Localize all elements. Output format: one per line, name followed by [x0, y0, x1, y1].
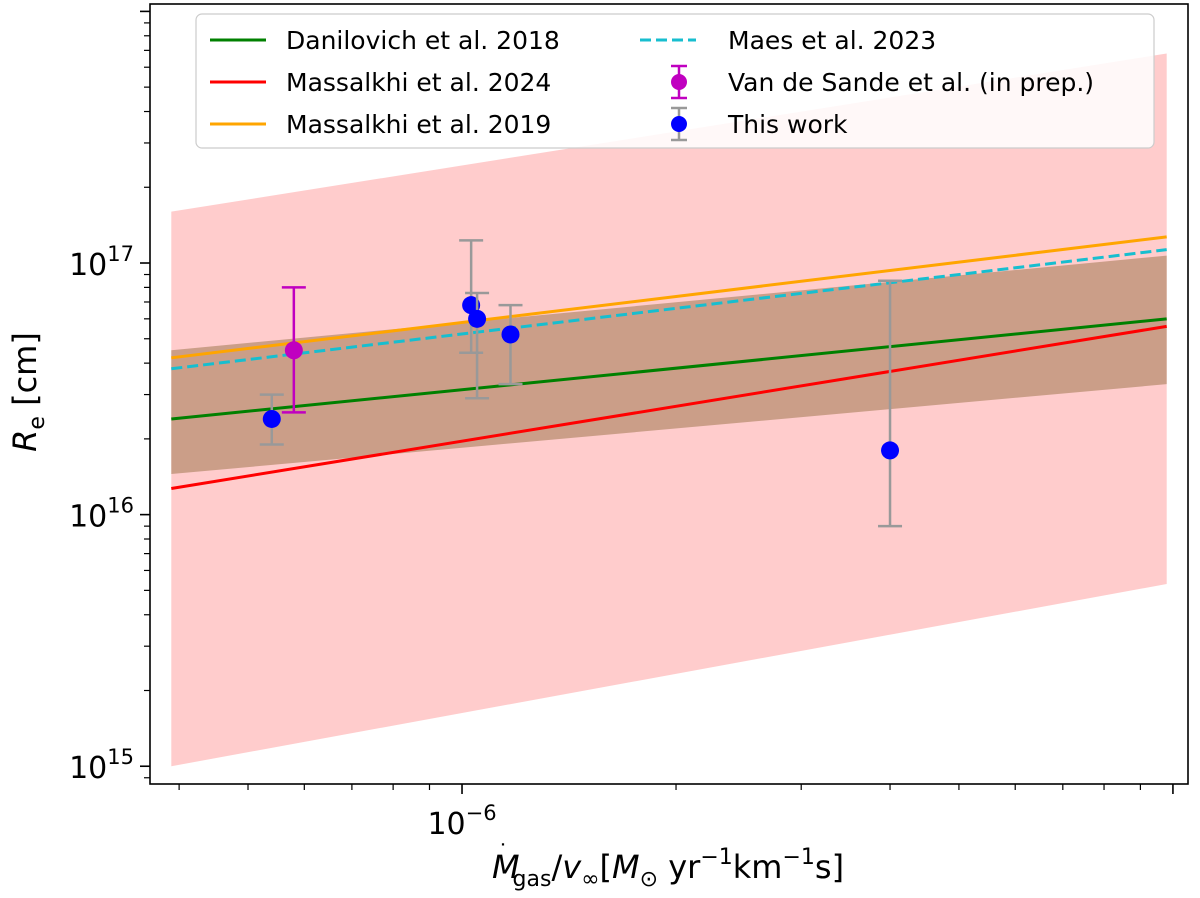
data-point-0-0: [284, 341, 303, 360]
series-lines: [171, 235, 1167, 490]
y-tick-label: 1015: [69, 745, 134, 786]
data-point-1-1: [462, 296, 481, 315]
data-point-1-3: [501, 325, 520, 344]
legend-label-5: This work: [727, 110, 848, 139]
data-point-1-2: [468, 309, 487, 328]
x-tick-label: 10−6: [427, 801, 496, 842]
y-tick-label: 1016: [69, 494, 134, 535]
legend-marker-5: [671, 116, 687, 132]
series-line-0: [171, 317, 1167, 421]
series-line-1: [171, 324, 1167, 490]
x-axis-label: M˙gas/v∞[M⊙ yr−1km−1s]: [492, 841, 844, 892]
shaded-region-1: [171, 255, 1167, 475]
legend-label-2: Massalkhi et al. 2019: [286, 110, 551, 139]
y-tick-exp: 15: [107, 745, 134, 769]
legend-label-0: Danilovich et al. 2018: [286, 26, 560, 55]
legend-marker-4: [671, 74, 687, 90]
y-tick-base: 10: [69, 248, 107, 283]
y-tick-base: 10: [69, 751, 107, 786]
legend-label-3: Maes et al. 2023: [728, 26, 936, 55]
series-line-2: [171, 235, 1167, 360]
legend-label-4: Van de Sande et al. (in prep.): [728, 68, 1094, 97]
legend-label-1: Massalkhi et al. 2024: [286, 68, 551, 97]
y-tick-exp: 17: [107, 242, 134, 266]
data-points: [259, 239, 903, 528]
legend: Danilovich et al. 2018 Massalkhi et al. 2…: [195, 13, 1155, 149]
y-axis-label: Re [cm]: [6, 332, 50, 452]
series-line-3: [171, 248, 1167, 371]
y-tick-exp: 16: [107, 494, 134, 518]
data-point-1-4: [881, 441, 900, 460]
x-tick-exp: −6: [466, 801, 497, 825]
y-tick-base: 10: [69, 500, 107, 535]
data-point-1-0: [262, 409, 281, 428]
shaded-regions: [171, 53, 1167, 767]
y-tick-label: 1017: [69, 242, 134, 283]
x-tick-base: 10: [427, 807, 465, 842]
